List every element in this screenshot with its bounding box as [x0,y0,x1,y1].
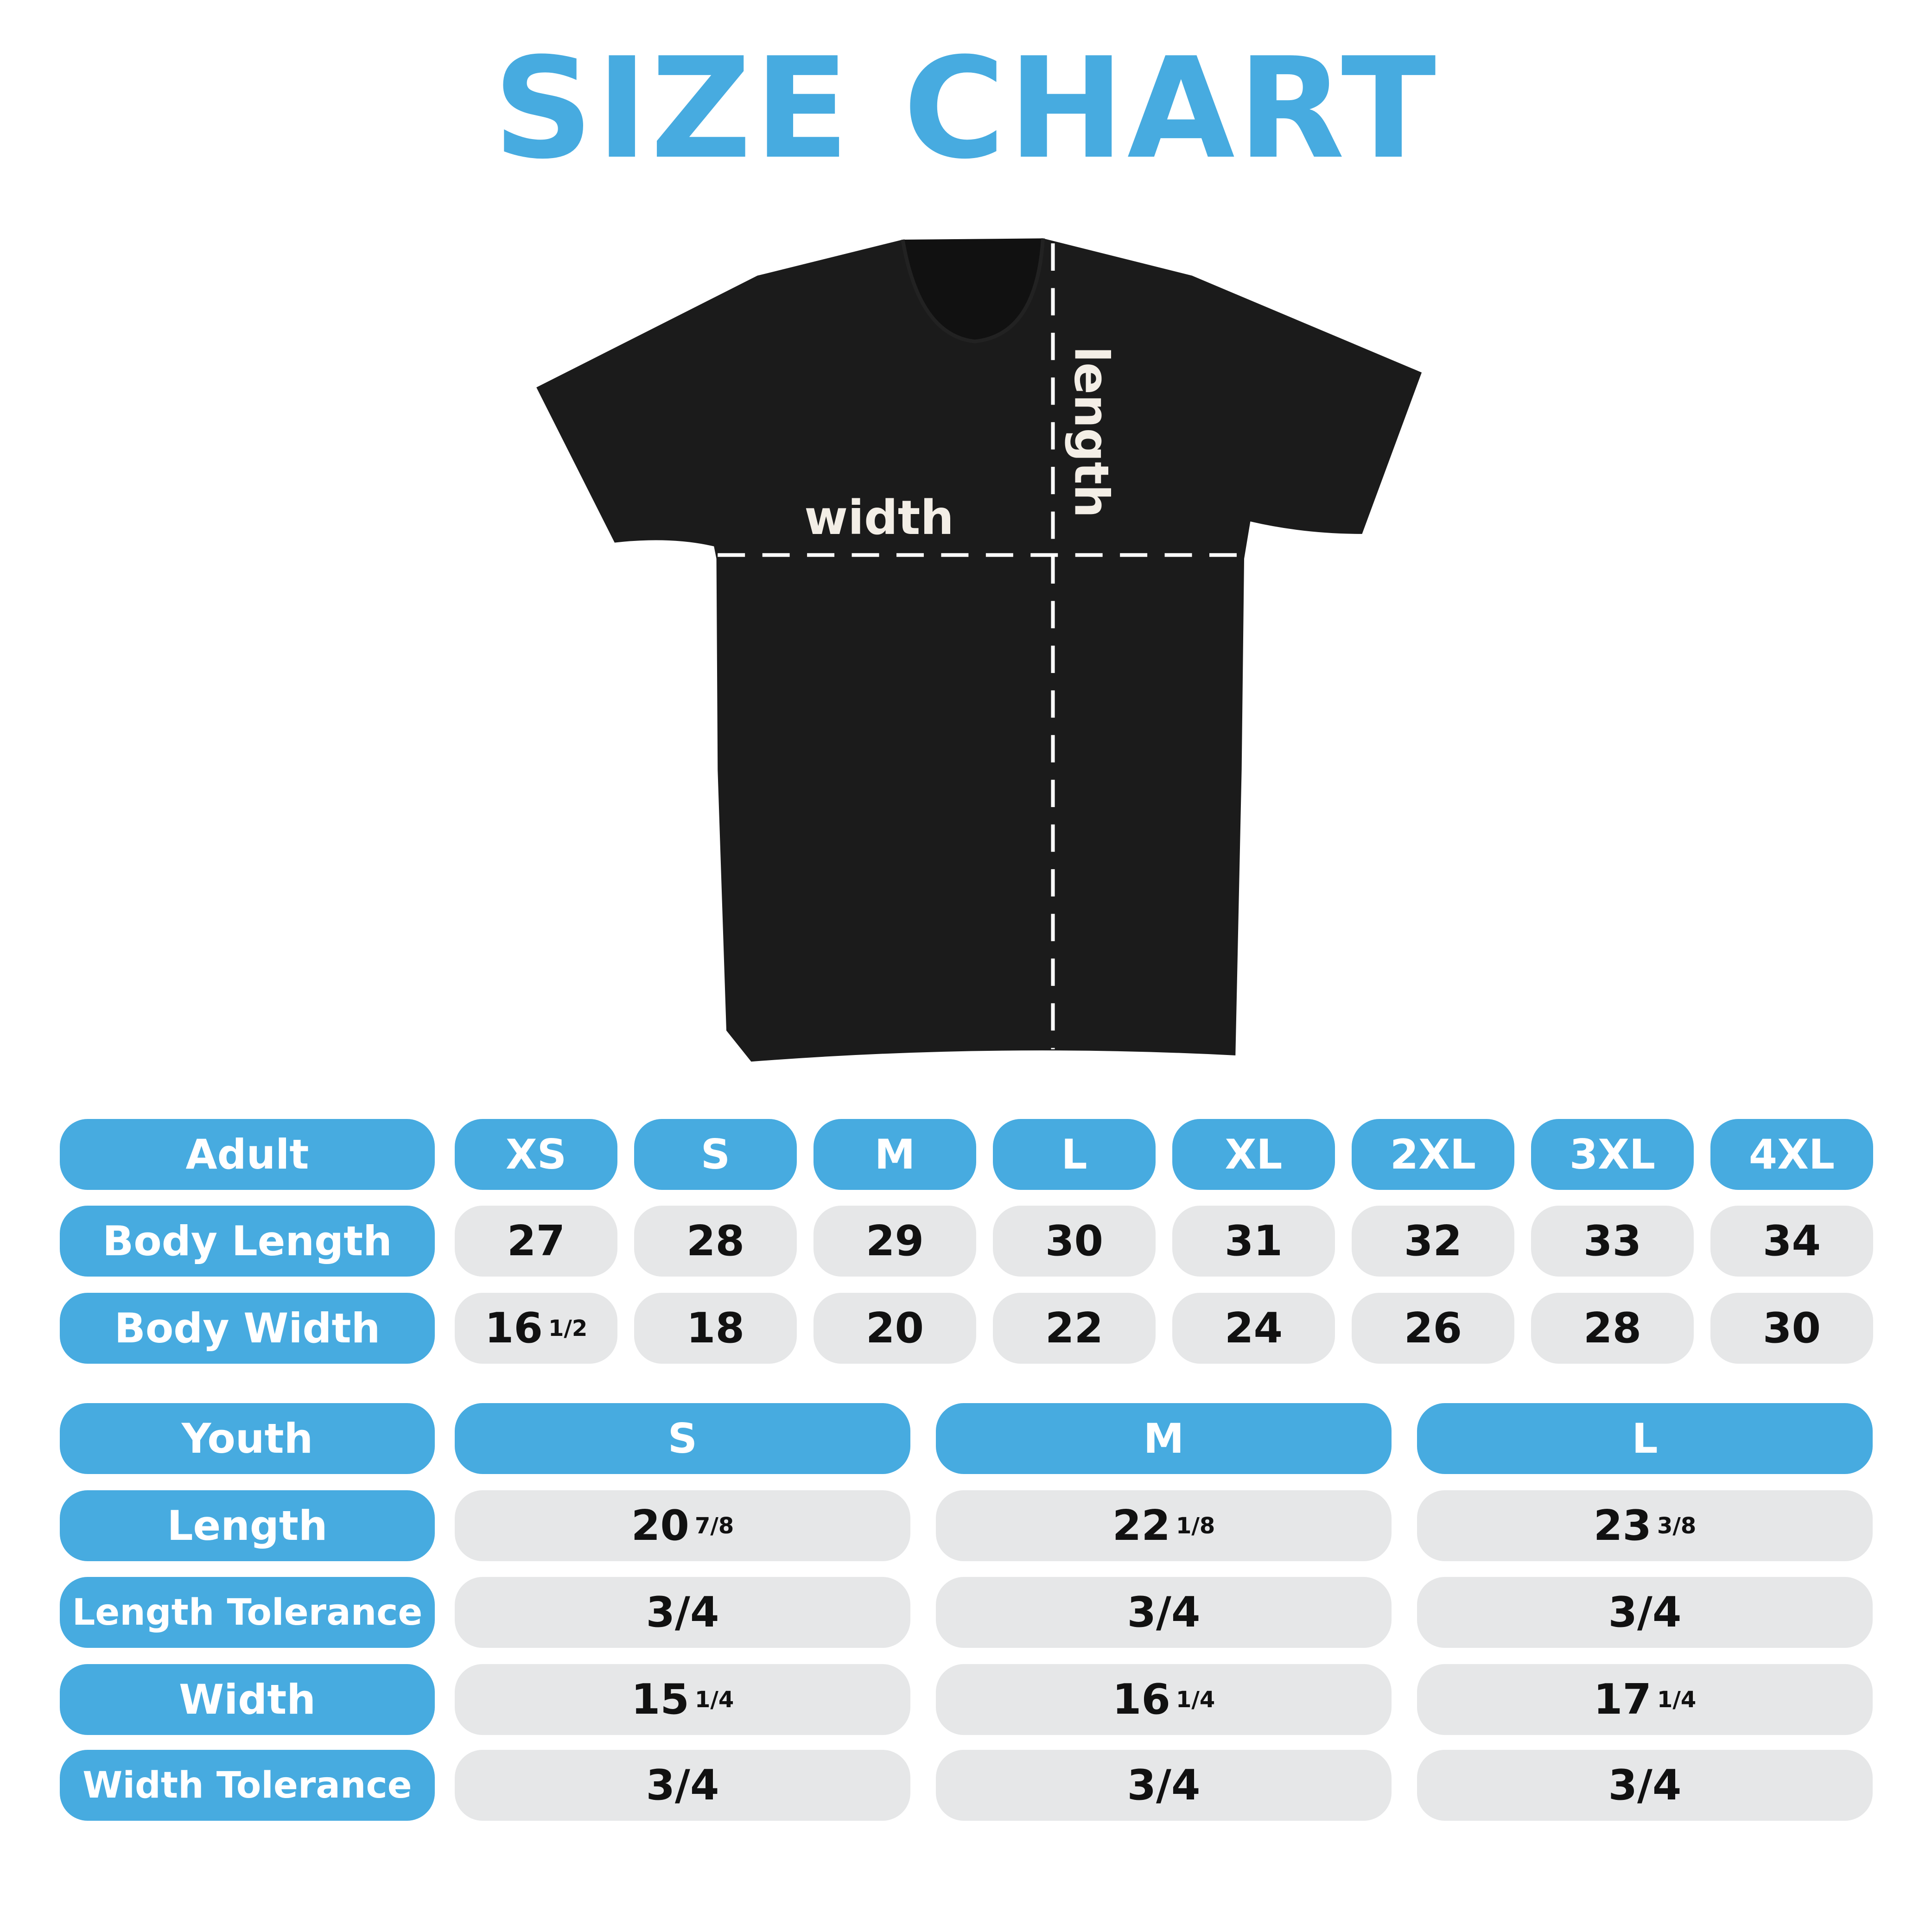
t-shirt-shape [536,238,1422,1062]
adult-header: Adult [60,1119,435,1190]
value-whole: 20 [865,1304,924,1353]
table-cell: 31 [1172,1206,1335,1277]
table-cell: 27 [455,1206,617,1277]
table-cell: 17 1/4 [1417,1664,1873,1735]
value-whole: 3/4 [1608,1588,1682,1637]
table-cell: 20 [813,1293,976,1364]
row-label: Length Tolerance [60,1577,435,1648]
value-whole: 30 [1762,1304,1821,1353]
value-whole: 3/4 [646,1761,719,1810]
value-whole: 16 [484,1304,543,1353]
table-cell: 18 [634,1293,797,1364]
value-fraction: 1/4 [694,1686,734,1713]
table-cell: 3/4 [936,1577,1392,1648]
value-whole: 22 [1045,1304,1104,1353]
table-cell: 3/4 [1417,1577,1873,1648]
value-whole: 17 [1593,1675,1652,1724]
value-fraction: 3/8 [1657,1513,1697,1539]
value-whole: 15 [631,1675,689,1724]
value-fraction: 1/4 [1176,1686,1215,1713]
table-cell: 3/4 [455,1577,910,1648]
youth-header: Youth [60,1403,435,1474]
table-cell: 24 [1172,1293,1335,1364]
value-whole: 34 [1762,1217,1821,1265]
value-fraction: 1/4 [1657,1686,1697,1713]
row-label: Body Length [60,1206,435,1277]
value-whole: 23 [1593,1501,1652,1550]
table-cell: 3/4 [936,1750,1392,1821]
value-whole: 22 [1112,1501,1170,1550]
youth-size-header-s: S [455,1403,910,1474]
table-cell: 29 [813,1206,976,1277]
table-cell: 28 [634,1206,797,1277]
table-cell: 3/4 [455,1750,910,1821]
table-cell: 28 [1531,1293,1694,1364]
table-cell: 3/4 [1417,1750,1873,1821]
value-whole: 20 [631,1501,689,1550]
table-cell: 32 [1352,1206,1514,1277]
neckline [901,238,1045,343]
value-whole: 24 [1224,1304,1283,1353]
table-cell: 30 [993,1206,1156,1277]
row-label: Width [60,1664,435,1735]
table-cell: 23 3/8 [1417,1490,1873,1561]
value-whole: 32 [1404,1217,1462,1265]
size-header-xs: XS [455,1119,617,1190]
size-header-m: M [813,1119,976,1190]
size-header-l: L [993,1119,1156,1190]
value-whole: 31 [1224,1217,1283,1265]
size-header-4xl: 4XL [1710,1119,1873,1190]
youth-size-header-l: L [1417,1403,1873,1474]
table-cell: 22 [993,1293,1156,1364]
value-whole: 16 [1112,1675,1170,1724]
value-whole: 26 [1404,1304,1462,1353]
value-fraction: 1/8 [1176,1513,1215,1539]
table-cell: 20 7/8 [455,1490,910,1561]
value-whole: 30 [1045,1217,1104,1265]
value-whole: 27 [507,1217,566,1265]
page-title: SIZE CHART [493,28,1439,190]
size-header-xl: XL [1172,1119,1335,1190]
value-whole: 3/4 [646,1588,719,1637]
table-cell: 15 1/4 [455,1664,910,1735]
row-label: Body Width [60,1293,435,1364]
row-label: Width Tolerance [60,1750,435,1821]
table-cell: 30 [1710,1293,1873,1364]
value-fraction: 7/8 [694,1513,734,1539]
table-cell: 22 1/8 [936,1490,1392,1561]
value-whole: 18 [686,1304,745,1353]
table-cell: 33 [1531,1206,1694,1277]
table-cell: 16 1/4 [936,1664,1392,1735]
table-cell: 26 [1352,1293,1514,1364]
value-fraction: 1/2 [548,1315,588,1341]
value-whole: 3/4 [1127,1761,1201,1810]
value-whole: 28 [1583,1304,1642,1353]
table-cell: 34 [1710,1206,1873,1277]
row-label: Length [60,1490,435,1561]
table-cell: 16 1/2 [455,1293,617,1364]
value-whole: 3/4 [1127,1588,1201,1637]
value-whole: 28 [686,1217,745,1265]
size-header-3xl: 3XL [1531,1119,1694,1190]
value-whole: 33 [1583,1217,1642,1265]
value-whole: 29 [865,1217,924,1265]
size-header-s: S [634,1119,797,1190]
youth-size-header-m: M [936,1403,1392,1474]
length-label: length [1064,346,1119,518]
width-label: width [804,491,954,546]
value-whole: 3/4 [1608,1761,1682,1810]
size-header-2xl: 2XL [1352,1119,1514,1190]
